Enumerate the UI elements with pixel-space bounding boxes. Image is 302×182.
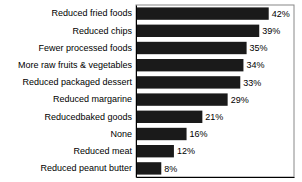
bar — [136, 93, 228, 105]
data-label: 12% — [177, 146, 195, 156]
y-tick: Reduced packaged dessert — [22, 77, 136, 87]
data-label: 16% — [190, 129, 208, 139]
y-tick-label: Reduced chips — [72, 26, 132, 36]
data-label: 33% — [243, 78, 261, 88]
data-label: 29% — [231, 95, 249, 105]
y-tick-label: More raw fruits & vegetables — [18, 60, 133, 70]
y-tick-label: Fewer processed foods — [38, 43, 132, 53]
y-tick: Reduced meat — [73, 146, 136, 156]
y-tick-label: Reducedbaked goods — [44, 112, 132, 122]
y-tick-label: None — [110, 129, 132, 139]
bars — [136, 7, 269, 174]
y-tick: Reduced margarine — [53, 94, 136, 104]
y-tick: None — [110, 129, 136, 139]
data-labels: 8%12% 16% 21% 29% 33% 34% 35% 39% 42% — [164, 9, 289, 174]
chart: Reduced peanut butter Reduced meat None Red… — [0, 0, 302, 182]
x-axis-line — [137, 177, 295, 178]
y-tick-label: Reduced margarine — [53, 94, 132, 104]
y-tick: More raw fruits & vegetables — [18, 60, 136, 70]
bar — [136, 59, 243, 71]
data-label: 35% — [250, 43, 268, 53]
plot: Reduced peanut butter Reduced meat None Red… — [18, 5, 295, 178]
y-tick: Reduced fried foods — [51, 8, 136, 18]
data-label: 34% — [246, 60, 264, 70]
y-tick: Fewer processed foods — [38, 43, 136, 53]
bar — [136, 145, 174, 157]
y-tick: Reduced chips — [72, 26, 136, 36]
bar — [136, 162, 161, 174]
bar — [136, 111, 202, 123]
plot-frame — [136, 5, 294, 177]
bar — [136, 7, 269, 19]
bar — [136, 76, 240, 88]
bar — [136, 25, 259, 37]
y-axis-line — [136, 6, 137, 178]
y-tick-label: Reduced fried foods — [51, 8, 132, 18]
y-tick-label: Reduced meat — [73, 146, 132, 156]
y-tick: Reducedbaked goods — [44, 112, 136, 122]
data-label: 39% — [262, 26, 280, 36]
bar — [136, 42, 247, 54]
data-label: 21% — [205, 112, 223, 122]
y-tick: Reduced peanut butter — [40, 163, 136, 173]
data-label: 8% — [164, 164, 177, 174]
bar — [136, 128, 187, 140]
x-axis — [137, 177, 295, 178]
data-label: 42% — [272, 9, 290, 19]
y-axis: Reduced peanut butter Reduced meat None Red… — [18, 6, 137, 178]
y-tick-label: Reduced packaged dessert — [22, 77, 132, 87]
y-tick-label: Reduced peanut butter — [40, 163, 132, 173]
